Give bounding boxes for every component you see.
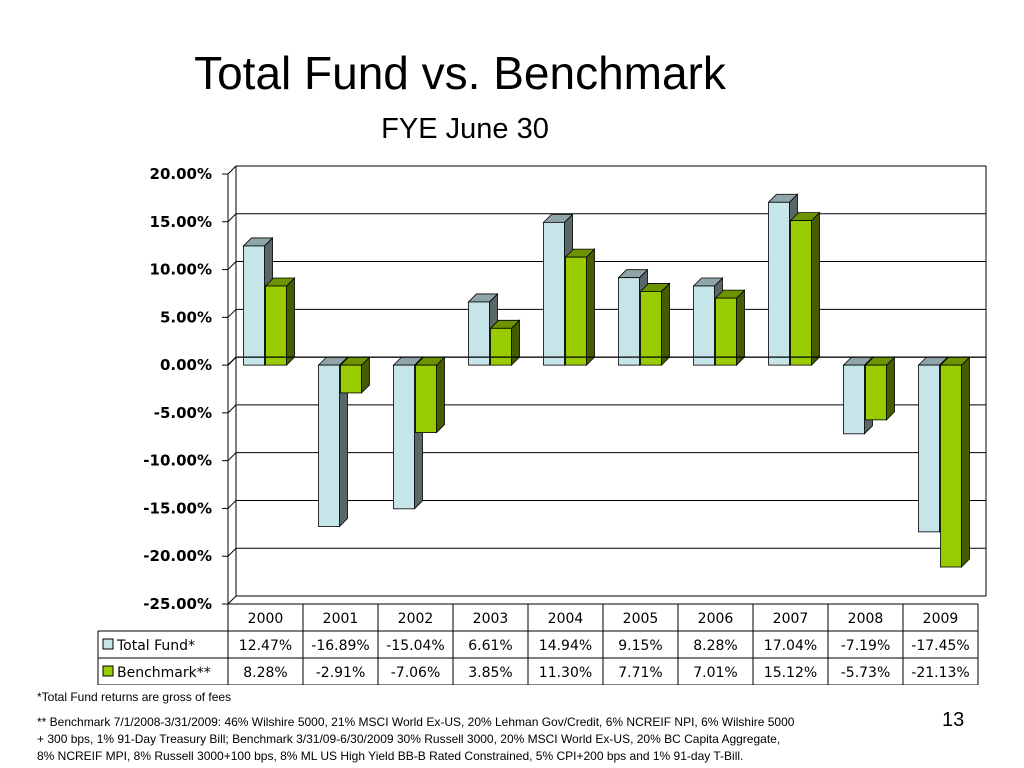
data-label: 3.85% — [468, 665, 512, 681]
x-category-label: 2003 — [473, 611, 509, 627]
bar-side-benchmark-2007 — [811, 211, 820, 367]
x-category-label: 2000 — [248, 611, 284, 627]
data-label: 9.15% — [618, 638, 662, 654]
bar-side-benchmark-2000 — [286, 277, 295, 367]
bar-total-fund-2008 — [843, 364, 865, 435]
bar-total-fund-2001 — [318, 364, 340, 527]
data-label: -7.06% — [391, 665, 441, 681]
bar-side-benchmark-2002 — [436, 356, 445, 434]
bar-chart: 20.00% 15.00% 10.00% 5.00% 0.00% -5.00% -10.00… — [97, 165, 987, 685]
x-category-label: 2004 — [548, 611, 584, 627]
bar-benchmark-2001 — [340, 364, 362, 394]
legend-label: Benchmark** — [117, 665, 211, 681]
bar-side-benchmark-2008 — [886, 356, 895, 421]
data-label: -16.89% — [311, 638, 369, 654]
bar-total-fund-2002 — [393, 364, 415, 510]
data-label: 17.04% — [764, 638, 817, 654]
bar-total-fund-2003 — [468, 301, 490, 366]
y-tick-label: -15.00% — [143, 499, 212, 517]
data-label: -7.19% — [841, 638, 891, 654]
bar-total-fund-2007 — [768, 201, 790, 366]
legend-swatch — [102, 665, 114, 677]
bar-benchmark-2005 — [640, 291, 662, 366]
slide-subtitle: FYE June 30 — [381, 113, 549, 145]
bar-total-fund-2000 — [243, 245, 265, 366]
y-tick-label: -10.00% — [143, 452, 212, 470]
x-category-label: 2002 — [398, 611, 434, 627]
footnote-total-fund: *Total Fund returns are gross of fees — [37, 690, 232, 704]
bar-total-fund-2006 — [693, 285, 715, 366]
legend-swatch — [102, 638, 114, 650]
data-label: 8.28% — [693, 638, 737, 654]
data-label: 14.94% — [539, 638, 592, 654]
data-label: -5.73% — [841, 665, 891, 681]
data-label: 11.30% — [539, 665, 592, 681]
x-category-label: 2006 — [698, 611, 734, 627]
x-category-label: 2005 — [623, 611, 659, 627]
legend-label: Total Fund* — [116, 638, 195, 654]
data-label: 7.71% — [618, 665, 662, 681]
y-tick-label: 20.00% — [150, 165, 212, 183]
bar-benchmark-2009 — [940, 364, 962, 568]
x-category-label: 2007 — [773, 611, 809, 627]
bar-benchmark-2008 — [865, 364, 887, 421]
bar-side-benchmark-2005 — [661, 282, 670, 367]
y-tick-label: 10.00% — [150, 261, 212, 279]
y-tick-label: -20.00% — [143, 547, 212, 565]
zero-line — [227, 356, 986, 366]
data-label: 7.01% — [693, 665, 737, 681]
footnote-benchmark-line2: + 300 bps, 1% 91-Day Treasury Bill; Benc… — [37, 732, 781, 746]
x-category-label: 2009 — [923, 611, 959, 627]
data-label: 12.47% — [239, 638, 292, 654]
bar-benchmark-2004 — [565, 256, 587, 366]
data-label: 15.12% — [764, 665, 817, 681]
bar-total-fund-2009 — [918, 364, 940, 533]
data-label: -21.13% — [911, 665, 969, 681]
data-label: -2.91% — [316, 665, 366, 681]
data-label: -17.45% — [911, 638, 969, 654]
slide-title: Total Fund vs. Benchmark — [194, 47, 726, 99]
bar-total-fund-2004 — [543, 221, 565, 366]
bar-benchmark-2006 — [715, 297, 737, 366]
bar-total-fund-2005 — [618, 277, 640, 366]
y-tick-label: -25.00% — [143, 595, 212, 613]
data-label: 8.28% — [243, 665, 287, 681]
bar-side-benchmark-2004 — [586, 248, 595, 367]
y-tick-label: 5.00% — [160, 308, 212, 326]
bar-benchmark-2007 — [790, 220, 812, 366]
y-tick-label: 15.00% — [150, 213, 212, 231]
bar-benchmark-2002 — [415, 364, 437, 433]
data-label: 6.61% — [468, 638, 512, 654]
x-category-label: 2008 — [848, 611, 884, 627]
bar-side-benchmark-2009 — [961, 356, 970, 568]
page-number: 13 — [942, 709, 965, 731]
footnote-benchmark-line1: ** Benchmark 7/1/2008-3/31/2009: 46% Wil… — [37, 715, 795, 729]
bar-benchmark-2000 — [265, 285, 287, 366]
data-label: -15.04% — [386, 638, 444, 654]
x-category-label: 2001 — [323, 611, 359, 627]
y-tick-label: 0.00% — [160, 356, 212, 374]
bar-side-benchmark-2006 — [736, 289, 745, 367]
bar-benchmark-2003 — [490, 327, 512, 366]
gridline — [227, 595, 986, 605]
footnote-benchmark-line3: 8% NCREIF MPI, 8% Russell 3000+100 bps, … — [37, 749, 744, 763]
y-tick-label: -5.00% — [154, 404, 212, 422]
